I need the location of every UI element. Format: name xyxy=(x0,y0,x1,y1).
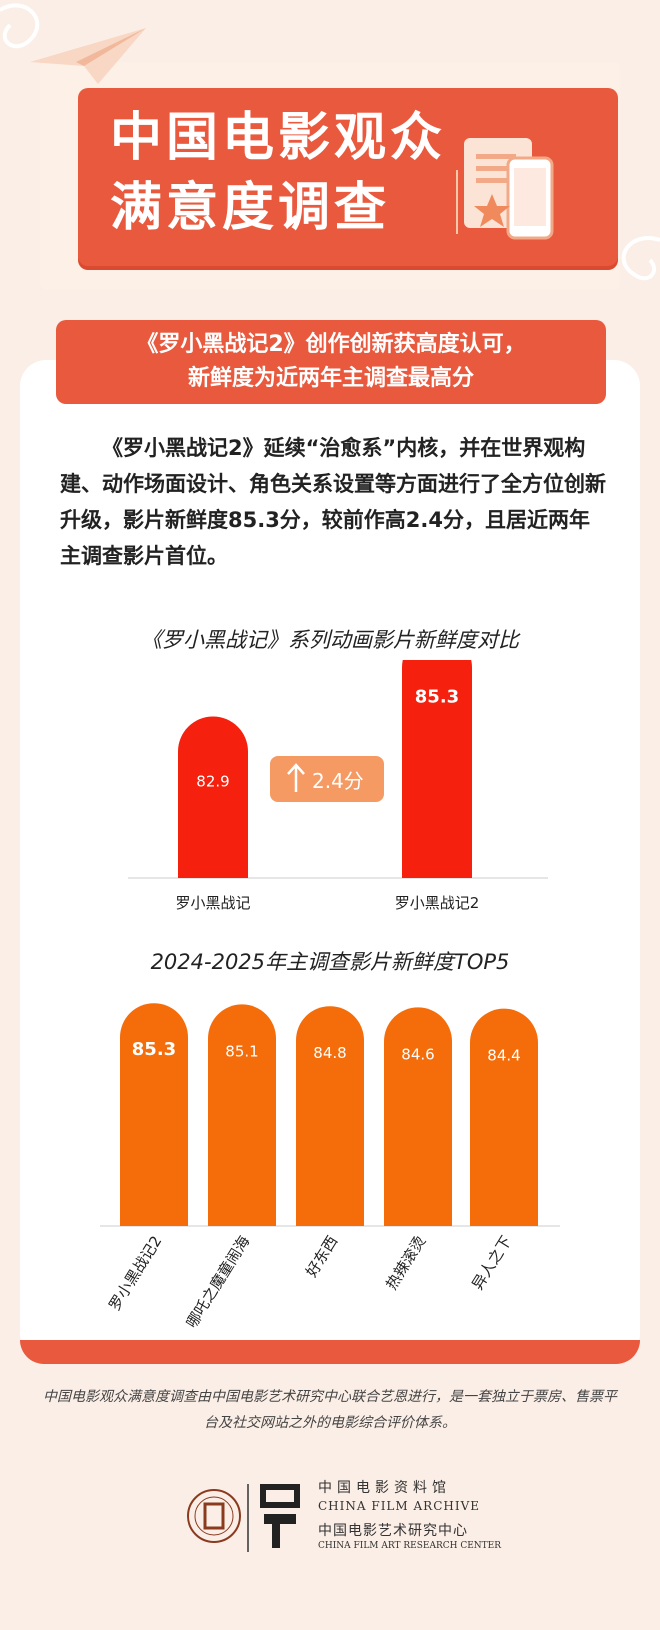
star-icon xyxy=(474,194,510,227)
chart1-category-label: 罗小黑战记2 xyxy=(395,894,480,912)
footer-logos xyxy=(187,1484,300,1552)
document-icon xyxy=(456,138,554,240)
footer-note: 中国电影观众满意度调查由中国电影艺术研究中心联合艺恩进行，是一套独立于票房、售票… xyxy=(43,1389,617,1431)
chart2-category-label: 异人之下 xyxy=(468,1233,515,1293)
chart2-title: 2024-2025年主调查影片新鲜度TOP5 xyxy=(150,950,510,974)
archive-name-cn: 中国电影资料馆 xyxy=(318,1480,451,1496)
pencil-icon xyxy=(456,170,458,234)
chart1-bar xyxy=(402,660,472,878)
chart2-value-label: 85.1 xyxy=(225,1042,258,1060)
page-title-line1: 中国电影观众 xyxy=(110,108,447,168)
chart2-bar xyxy=(470,1008,538,1226)
chart1-svg: 82.9 罗小黑战记 85.3 罗小黑战记2 2.4分 xyxy=(128,660,548,912)
chart2-value-label: 84.6 xyxy=(401,1045,434,1063)
center-name-en: CHINA FILM ART RESEARCH CENTER xyxy=(318,1541,501,1551)
chart2-bar xyxy=(208,1004,276,1226)
arrow-up-icon xyxy=(287,763,305,792)
swirl-decoration-left xyxy=(0,3,40,49)
archive-seal-icon xyxy=(187,1489,241,1543)
main-card-bottom-band xyxy=(20,1340,640,1364)
body-paragraph: 《罗小黑战记2》延续“治愈系”内核，并在世界观构建、动作场面设计、角色关系设置等… xyxy=(60,436,606,568)
chart1-value-label: 85.3 xyxy=(415,687,459,708)
swirl-decoration-right xyxy=(621,236,660,281)
chart2-bar xyxy=(120,1003,188,1226)
paper-plane-icon xyxy=(30,28,146,84)
film-archive-logo-icon xyxy=(260,1484,300,1548)
chart2-bar xyxy=(296,1006,364,1226)
subtitle-line2: 新鲜度为近两年主调查最高分 xyxy=(187,366,474,391)
center-name-cn: 中国电影艺术研究中心 xyxy=(318,1523,468,1539)
chart2-category-label: 热辣滚烫 xyxy=(382,1233,429,1293)
chart2-value-label: 85.3 xyxy=(132,1039,176,1060)
chart2-value-label: 84.4 xyxy=(487,1047,520,1065)
chart1-title: 《罗小黑战记》系列动画影片新鲜度对比 xyxy=(141,628,519,652)
chart2-category-label: 罗小黑战记2 xyxy=(105,1233,165,1314)
chart2-value-label: 84.8 xyxy=(313,1044,346,1062)
subtitle-banner: 《罗小黑战记2》创作创新获高度认可， 新鲜度为近两年主调查最高分 xyxy=(56,320,606,404)
chart2-category-label: 哪吒之魔童闹海 xyxy=(182,1233,253,1332)
chart2-svg: 85.3 罗小黑战记2 85.1 哪吒之魔童闹海 84.8 好东西 84.6 热辣滚烫 84.4… xyxy=(100,1003,560,1332)
chart1-annotation-label: 2.4分 xyxy=(312,769,364,793)
chart1-value-label: 82.9 xyxy=(196,773,229,791)
chart2-category-label: 好东西 xyxy=(302,1233,341,1281)
chart1-bar xyxy=(178,716,248,878)
chart2-bar xyxy=(384,1007,452,1226)
page-title-line2: 满意度调查 xyxy=(110,178,391,238)
chart1-category-label: 罗小黑战记 xyxy=(175,894,250,912)
subtitle-line1: 《罗小黑战记2》创作创新获高度认可， xyxy=(136,332,526,357)
archive-name-en: CHINA FILM ARCHIVE xyxy=(318,1499,481,1513)
